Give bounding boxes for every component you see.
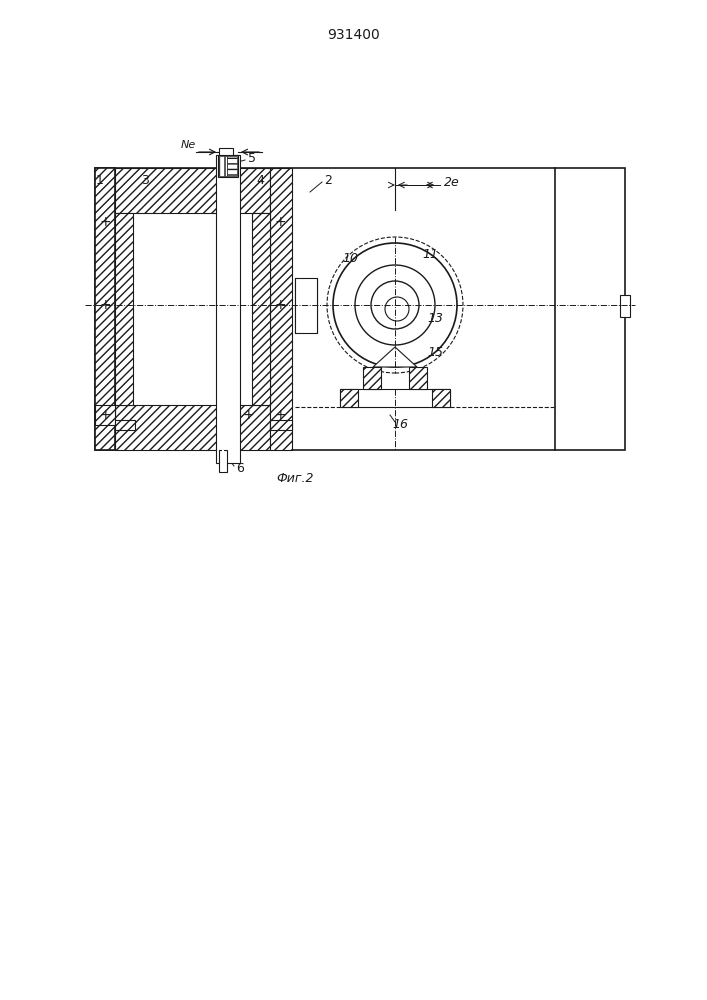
Text: 931400: 931400: [327, 28, 380, 42]
Bar: [222, 450, 224, 472]
Text: +: +: [243, 408, 254, 422]
Text: 5: 5: [248, 151, 256, 164]
Bar: [95, 405, 115, 425]
Circle shape: [333, 243, 457, 367]
Text: +: +: [99, 408, 111, 422]
Text: Nе: Nе: [180, 140, 196, 150]
Bar: [115, 213, 270, 405]
Bar: [218, 155, 238, 177]
Text: 10: 10: [342, 251, 358, 264]
Bar: [409, 367, 427, 389]
Text: Фиг.2: Фиг.2: [276, 472, 314, 485]
Text: +: +: [99, 298, 111, 312]
Text: +: +: [99, 215, 111, 229]
Bar: [340, 389, 358, 407]
Circle shape: [385, 297, 409, 321]
Text: 16: 16: [392, 418, 408, 432]
Bar: [115, 168, 270, 213]
Text: 13: 13: [427, 312, 443, 324]
Text: +: +: [274, 215, 286, 229]
Bar: [620, 295, 630, 317]
Bar: [95, 168, 115, 450]
Text: +: +: [274, 298, 286, 312]
Bar: [295, 278, 317, 333]
Bar: [363, 367, 381, 389]
Text: 2е: 2е: [444, 176, 460, 188]
Text: 4: 4: [256, 174, 264, 186]
Bar: [270, 420, 292, 430]
Bar: [219, 450, 227, 472]
Bar: [115, 420, 135, 430]
Bar: [252, 213, 270, 405]
Text: 1: 1: [96, 174, 104, 186]
Text: 6: 6: [236, 462, 244, 475]
Text: 15: 15: [427, 346, 443, 359]
Circle shape: [355, 265, 435, 345]
Bar: [340, 389, 450, 407]
Bar: [216, 155, 240, 463]
Text: 11: 11: [422, 248, 438, 261]
Bar: [227, 156, 237, 176]
Polygon shape: [373, 347, 417, 367]
Bar: [270, 168, 292, 450]
Bar: [95, 168, 625, 450]
Bar: [432, 389, 450, 407]
Bar: [219, 148, 233, 168]
Circle shape: [371, 281, 419, 329]
Text: 2: 2: [324, 174, 332, 186]
Text: +: +: [274, 408, 286, 422]
Bar: [115, 213, 133, 405]
Text: 3: 3: [141, 174, 149, 186]
Circle shape: [327, 237, 463, 373]
Bar: [115, 405, 270, 450]
Bar: [219, 156, 227, 176]
